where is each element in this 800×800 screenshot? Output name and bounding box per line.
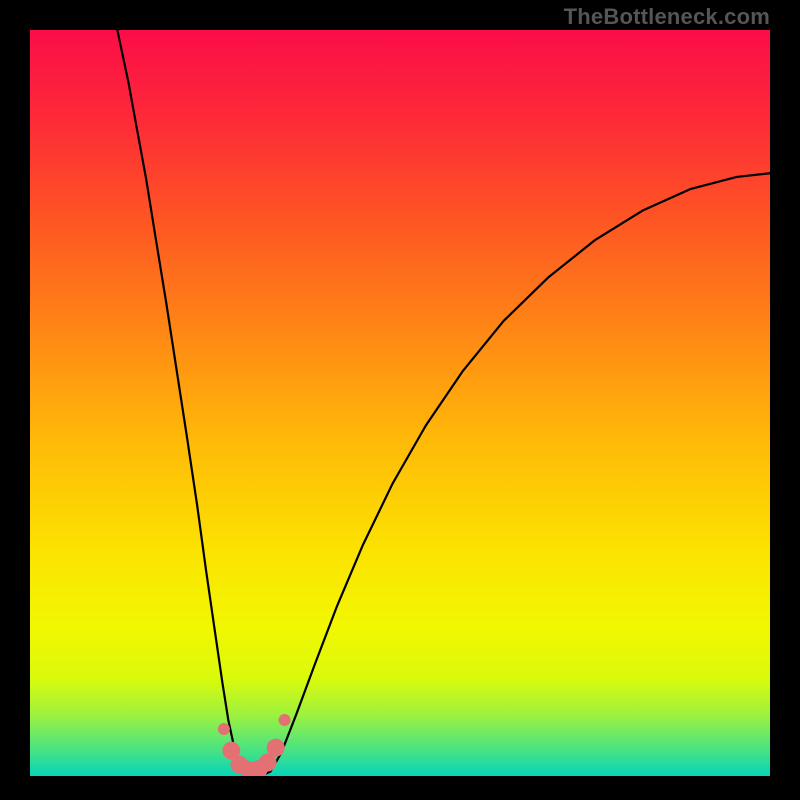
chart-root: TheBottleneck.com (0, 0, 800, 800)
watermark-text: TheBottleneck.com (564, 4, 770, 30)
marker-dot (267, 739, 285, 757)
marker-dot (279, 714, 291, 726)
curves-overlay (30, 30, 770, 776)
bottleneck-curve (117, 30, 770, 776)
plot-area (30, 30, 770, 776)
marker-dot (218, 723, 230, 735)
